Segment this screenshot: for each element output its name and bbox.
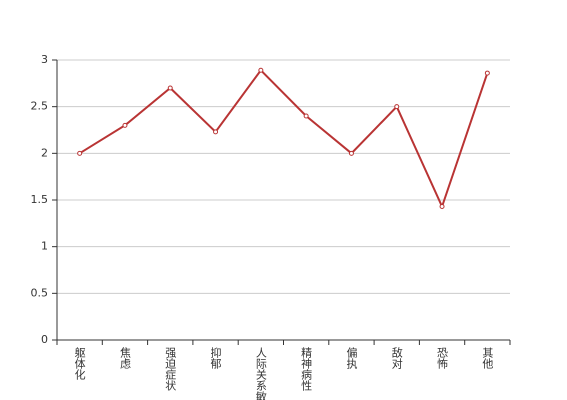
y-tick-label: 2 [41,146,48,159]
point [258,67,264,73]
point [394,104,400,110]
x-tick-label: 躯体化 [73,347,86,381]
x-tick-label: 偏执 [345,346,358,370]
x-tick-label: 敌对 [390,346,403,369]
y-tick-label: 2.5 [31,100,49,113]
x-tick-label: 焦虑 [118,347,131,369]
point [484,70,490,76]
x-tick-label: 其他 [481,347,494,369]
x-tick-label: 恐怖 [436,347,449,369]
point [213,129,219,135]
y-tick-label: 1 [41,240,48,253]
point [122,122,128,128]
y-tick-label: 0 [41,333,48,346]
point [348,150,354,156]
y-tick-label: 0.5 [31,286,49,299]
x-tick-label: 抑郁 [209,346,222,369]
point [303,113,309,119]
point [77,150,83,156]
y-tick-label: 1.5 [31,193,49,206]
x-tick-label: 强迫症状 [164,347,177,391]
x-tick-label: 精神病性 [300,347,313,392]
line [79,68,489,210]
y-tick-label: 3 [41,53,48,66]
point [439,204,445,210]
point [167,85,173,91]
x-tick-label: 人际关系敏感 [254,347,267,400]
